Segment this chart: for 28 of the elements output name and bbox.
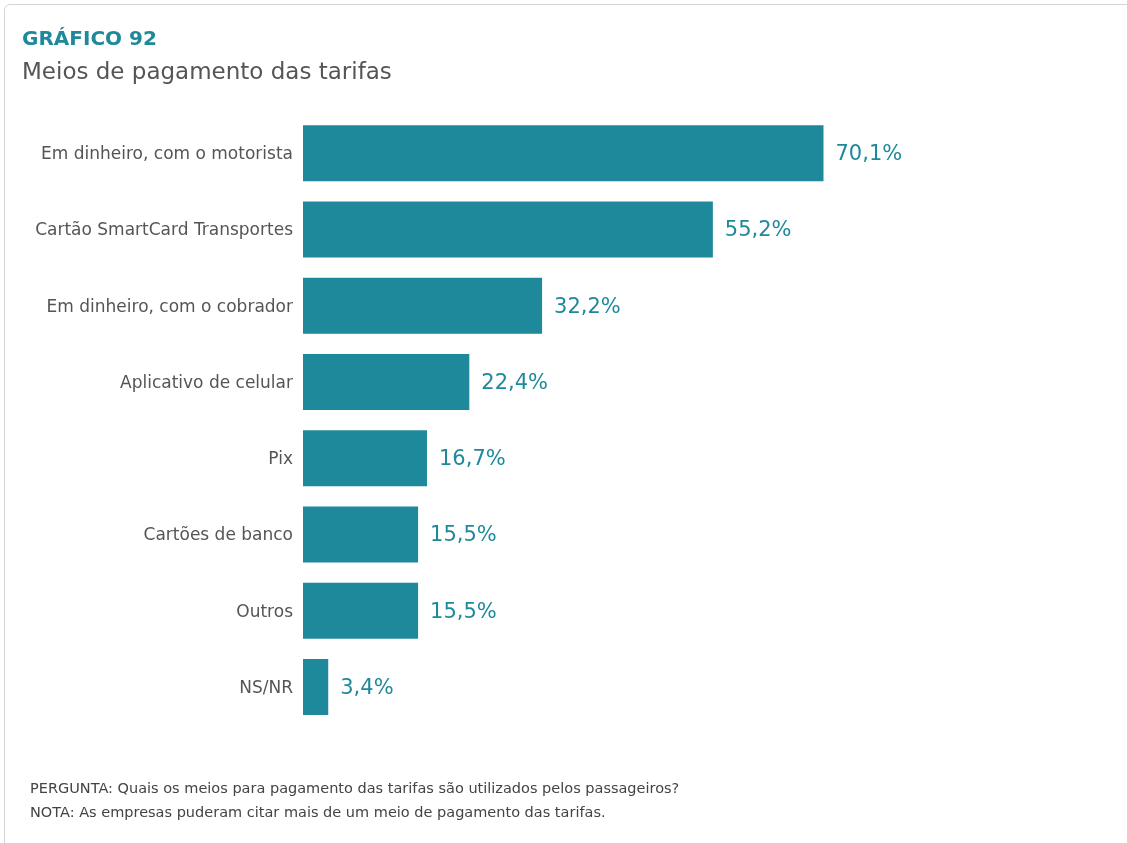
y-tick-label: Aplicativo de celular xyxy=(120,371,293,392)
text: NOTA: As empresas puderam citar mais de um meio de pagamento das tarifas. xyxy=(30,803,607,822)
data-label: 15,5% xyxy=(430,598,497,623)
y-tick-label: Pix xyxy=(268,448,293,469)
data-label: 3,4% xyxy=(340,674,394,699)
data-label: 70,1% xyxy=(835,141,903,166)
data-label: 15,5% xyxy=(430,522,497,547)
bar xyxy=(303,506,419,563)
y-tick-label: Outros xyxy=(236,600,294,621)
chart-subtitle: Meios de pagamento das tarifas xyxy=(22,58,392,84)
data-label: 55,2% xyxy=(724,217,792,242)
bar xyxy=(303,201,713,258)
bar xyxy=(303,658,329,715)
text: GRÁFICO 92 xyxy=(22,26,157,50)
bar xyxy=(303,125,824,182)
data-label: 32,2% xyxy=(554,293,621,318)
y-tick-label: Cartão SmartCard Transportes xyxy=(35,219,294,240)
data-label: 22,4% xyxy=(481,369,549,394)
bar xyxy=(303,353,470,410)
y-tick-label: Cartões de banco xyxy=(143,524,293,545)
data-label: 16,7% xyxy=(439,446,506,471)
y-tick-label: Em dinheiro, com o cobrador xyxy=(46,295,294,316)
y-tick-label: Em dinheiro, com o motorista xyxy=(41,143,293,164)
y-tick-label: NS/NR xyxy=(239,676,294,697)
bar xyxy=(303,582,419,639)
text: PERGUNTA: Quais os meios para pagamento das tarifas são utilizados pelos passageiros? xyxy=(30,779,680,798)
bar xyxy=(303,430,427,487)
bar xyxy=(303,277,543,334)
